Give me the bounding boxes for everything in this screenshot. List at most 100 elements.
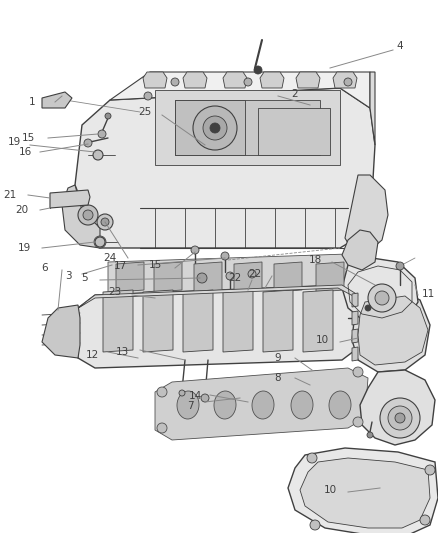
Circle shape — [353, 367, 363, 377]
Polygon shape — [260, 72, 284, 88]
Text: 23: 23 — [108, 287, 122, 297]
Text: 10: 10 — [323, 485, 336, 495]
Polygon shape — [352, 288, 430, 372]
Polygon shape — [143, 290, 173, 352]
Circle shape — [144, 92, 152, 100]
Text: 16: 16 — [18, 147, 32, 157]
Circle shape — [396, 262, 404, 270]
Circle shape — [203, 116, 227, 140]
Circle shape — [84, 139, 92, 147]
Polygon shape — [194, 262, 222, 292]
Text: 18: 18 — [308, 255, 321, 265]
Text: 20: 20 — [15, 205, 28, 215]
Text: 9: 9 — [275, 353, 281, 363]
Circle shape — [353, 417, 363, 427]
Polygon shape — [50, 190, 90, 208]
Text: 24: 24 — [103, 253, 117, 263]
Circle shape — [95, 237, 105, 247]
Polygon shape — [370, 72, 375, 145]
Text: 11: 11 — [421, 289, 434, 299]
Polygon shape — [352, 293, 358, 307]
Text: 14: 14 — [188, 391, 201, 401]
Polygon shape — [223, 72, 247, 88]
Text: 7: 7 — [187, 401, 193, 411]
Polygon shape — [175, 100, 320, 155]
Ellipse shape — [329, 391, 351, 419]
Polygon shape — [263, 290, 293, 352]
Circle shape — [344, 78, 352, 86]
Circle shape — [388, 406, 412, 430]
Circle shape — [94, 236, 106, 248]
Circle shape — [98, 130, 106, 138]
Text: 1: 1 — [28, 97, 35, 107]
Text: 5: 5 — [82, 273, 88, 283]
Polygon shape — [42, 92, 72, 108]
Circle shape — [420, 515, 430, 525]
Circle shape — [171, 78, 179, 86]
Polygon shape — [75, 88, 375, 248]
Polygon shape — [183, 72, 207, 88]
Circle shape — [221, 252, 229, 260]
Text: 12: 12 — [85, 350, 99, 360]
Text: 6: 6 — [42, 263, 48, 273]
Circle shape — [310, 520, 320, 530]
Text: 19: 19 — [18, 243, 31, 253]
Polygon shape — [143, 72, 167, 88]
Circle shape — [105, 113, 111, 119]
Polygon shape — [274, 262, 302, 292]
Polygon shape — [352, 311, 358, 325]
Text: 19: 19 — [7, 137, 21, 147]
Text: 22: 22 — [228, 273, 242, 283]
Polygon shape — [300, 458, 430, 528]
Circle shape — [157, 387, 167, 397]
Circle shape — [425, 465, 435, 475]
Circle shape — [365, 305, 371, 311]
Polygon shape — [345, 175, 388, 252]
Text: 15: 15 — [21, 133, 35, 143]
Ellipse shape — [252, 391, 274, 419]
Polygon shape — [223, 290, 253, 352]
Polygon shape — [110, 72, 370, 108]
Polygon shape — [288, 448, 438, 533]
Circle shape — [78, 205, 98, 225]
Polygon shape — [78, 285, 358, 368]
Polygon shape — [154, 262, 182, 292]
Polygon shape — [108, 254, 358, 297]
Circle shape — [210, 123, 220, 133]
Polygon shape — [258, 108, 330, 155]
Text: 3: 3 — [65, 271, 71, 281]
Polygon shape — [303, 290, 333, 352]
Polygon shape — [175, 100, 245, 155]
Text: 15: 15 — [148, 260, 162, 270]
Circle shape — [157, 423, 167, 433]
Text: 8: 8 — [275, 373, 281, 383]
Text: 22: 22 — [248, 269, 261, 279]
Circle shape — [254, 66, 262, 74]
Circle shape — [244, 78, 252, 86]
Ellipse shape — [214, 391, 236, 419]
Ellipse shape — [177, 391, 199, 419]
Polygon shape — [78, 285, 358, 308]
Polygon shape — [62, 185, 100, 248]
Text: 10: 10 — [315, 335, 328, 345]
Circle shape — [307, 453, 317, 463]
Circle shape — [375, 291, 389, 305]
Circle shape — [367, 432, 373, 438]
Polygon shape — [234, 262, 262, 292]
Polygon shape — [342, 258, 418, 325]
Circle shape — [226, 272, 234, 280]
Polygon shape — [352, 329, 358, 343]
Circle shape — [93, 150, 103, 160]
Circle shape — [201, 394, 209, 402]
Polygon shape — [42, 305, 80, 358]
Text: 13: 13 — [115, 347, 129, 357]
Ellipse shape — [291, 391, 313, 419]
Polygon shape — [296, 72, 320, 88]
Polygon shape — [352, 347, 358, 361]
Polygon shape — [155, 90, 340, 165]
Polygon shape — [360, 370, 435, 445]
Text: 4: 4 — [397, 41, 403, 51]
Text: 25: 25 — [138, 107, 152, 117]
Polygon shape — [155, 368, 368, 440]
Circle shape — [97, 214, 113, 230]
